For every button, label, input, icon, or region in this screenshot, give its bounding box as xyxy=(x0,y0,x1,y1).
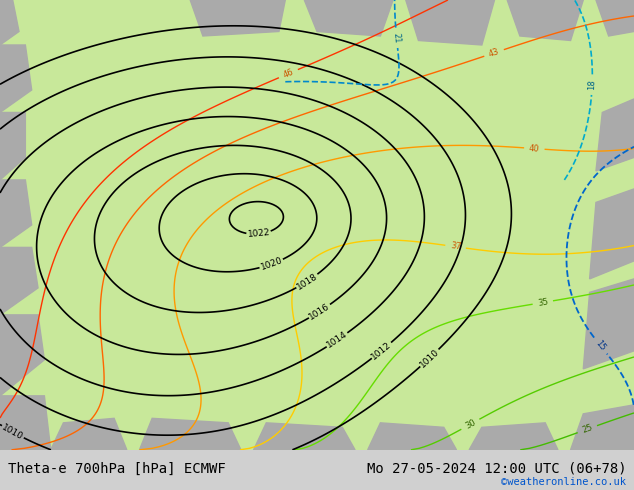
Text: 43: 43 xyxy=(488,47,500,59)
Polygon shape xyxy=(507,0,583,41)
Polygon shape xyxy=(590,189,634,279)
Polygon shape xyxy=(0,45,32,113)
Polygon shape xyxy=(596,0,634,36)
Polygon shape xyxy=(571,405,634,450)
Polygon shape xyxy=(0,247,38,315)
Text: Theta-e 700hPa [hPa] ECMWF: Theta-e 700hPa [hPa] ECMWF xyxy=(8,462,225,476)
Polygon shape xyxy=(583,279,634,369)
Text: 1016: 1016 xyxy=(307,301,332,321)
Polygon shape xyxy=(0,113,25,180)
Polygon shape xyxy=(406,0,495,45)
Polygon shape xyxy=(0,315,44,396)
Text: 30: 30 xyxy=(463,418,477,431)
Text: 21: 21 xyxy=(392,32,401,44)
Text: 1022: 1022 xyxy=(247,228,271,240)
Text: 1012: 1012 xyxy=(370,340,393,361)
Polygon shape xyxy=(368,423,456,450)
Polygon shape xyxy=(304,0,393,36)
Text: 1014: 1014 xyxy=(325,330,349,350)
Text: Mo 27-05-2024 12:00 UTC (06+78): Mo 27-05-2024 12:00 UTC (06+78) xyxy=(366,461,626,475)
Text: 18: 18 xyxy=(588,79,597,90)
Polygon shape xyxy=(51,418,127,450)
Text: 37: 37 xyxy=(450,242,462,252)
Text: 1010: 1010 xyxy=(1,422,25,441)
Text: 1010: 1010 xyxy=(418,347,441,369)
Polygon shape xyxy=(0,0,19,45)
Polygon shape xyxy=(139,418,241,450)
Polygon shape xyxy=(0,180,32,247)
Polygon shape xyxy=(469,423,558,450)
Text: ©weatheronline.co.uk: ©weatheronline.co.uk xyxy=(501,477,626,487)
Text: 1020: 1020 xyxy=(259,256,283,272)
Text: 1018: 1018 xyxy=(295,271,320,292)
Polygon shape xyxy=(254,423,355,450)
Text: 25: 25 xyxy=(581,423,594,435)
Polygon shape xyxy=(190,0,285,36)
Text: 15: 15 xyxy=(593,339,607,353)
Polygon shape xyxy=(0,396,51,450)
Text: 35: 35 xyxy=(537,297,549,308)
Text: 46: 46 xyxy=(281,68,295,80)
Polygon shape xyxy=(596,99,634,171)
Text: 40: 40 xyxy=(529,144,540,153)
